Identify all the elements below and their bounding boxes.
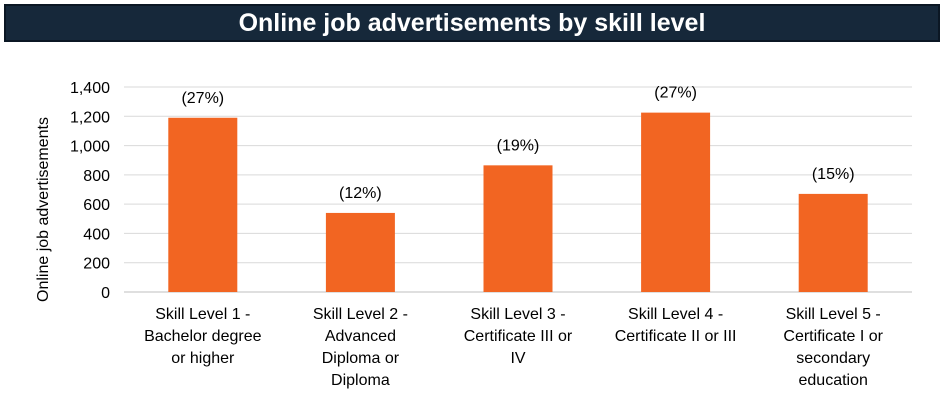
x-category-label: Skill Level 1 - Bachelor degree or higher — [144, 306, 262, 367]
x-axis-categories: Skill Level 1 -Bachelor degree or higherS… — [144, 306, 884, 389]
y-tick-label: 800 — [83, 168, 110, 185]
bar — [325, 212, 395, 292]
y-tick-label: 0 — [101, 285, 110, 302]
x-category-label-line: or higher — [171, 350, 235, 367]
bar — [483, 165, 553, 292]
y-tick-label: 1,000 — [70, 139, 110, 156]
x-category-label-line: Bachelor degree — [144, 328, 262, 345]
x-category-label: Skill Level 5 - Certificate I or secondary… — [783, 306, 883, 389]
chart-title-banner: Online job advertisements by skill level — [4, 4, 940, 42]
x-category-label-line: Certificate I or — [783, 328, 883, 345]
y-tick-label: 600 — [83, 197, 110, 214]
data-label: (27%) — [654, 85, 697, 102]
x-category-label-line: Diploma or — [322, 350, 400, 367]
x-category-label-line: Skill Level 5 - — [786, 306, 881, 323]
data-label: (15%) — [812, 166, 855, 183]
bar — [168, 117, 238, 292]
bars — [168, 112, 868, 292]
x-category-label: Skill Level 2 - Advanced Diploma or Diploma — [313, 306, 408, 389]
x-category-label-line: Skill Level 3 - — [470, 306, 565, 323]
y-tick-label: 1,200 — [70, 109, 110, 126]
chart-title: Online job advertisements by skill level — [238, 8, 706, 37]
data-labels: (27%) (12%) (19%) (27%) (15%) — [181, 85, 854, 202]
y-tick-label: 1,400 — [70, 80, 110, 97]
bar — [798, 193, 868, 292]
bar — [641, 112, 711, 292]
x-category-label-line: Advanced — [325, 328, 396, 345]
x-category-label-line: Diploma — [331, 372, 390, 389]
x-category-label-line: secondary — [796, 350, 870, 367]
y-tick-label: 200 — [83, 256, 110, 273]
data-label: (12%) — [339, 185, 382, 202]
x-category-label: Skill Level 4 - Certificate II or III — [615, 306, 737, 345]
x-category-label-line: Skill Level 4 - — [628, 306, 723, 323]
data-label: (27%) — [181, 90, 224, 107]
x-category-label-line: Skill Level 1 - — [155, 306, 250, 323]
x-category-label-line: Skill Level 2 - — [313, 306, 408, 323]
x-category-label-line: education — [799, 372, 868, 389]
y-axis-ticks: 0 200 400 600 800 1,000 1,200 1,400 — [70, 80, 110, 302]
x-category-label-line: Certificate III or — [464, 328, 573, 345]
y-tick-label: 400 — [83, 226, 110, 243]
y-axis-title: Online job advertisements — [35, 117, 52, 302]
x-category-label: Skill Level 3 - Certificate III or IV — [464, 306, 573, 367]
x-category-label-line: Certificate II or III — [615, 328, 737, 345]
x-category-label-line: IV — [510, 350, 525, 367]
data-label: (19%) — [497, 137, 540, 154]
